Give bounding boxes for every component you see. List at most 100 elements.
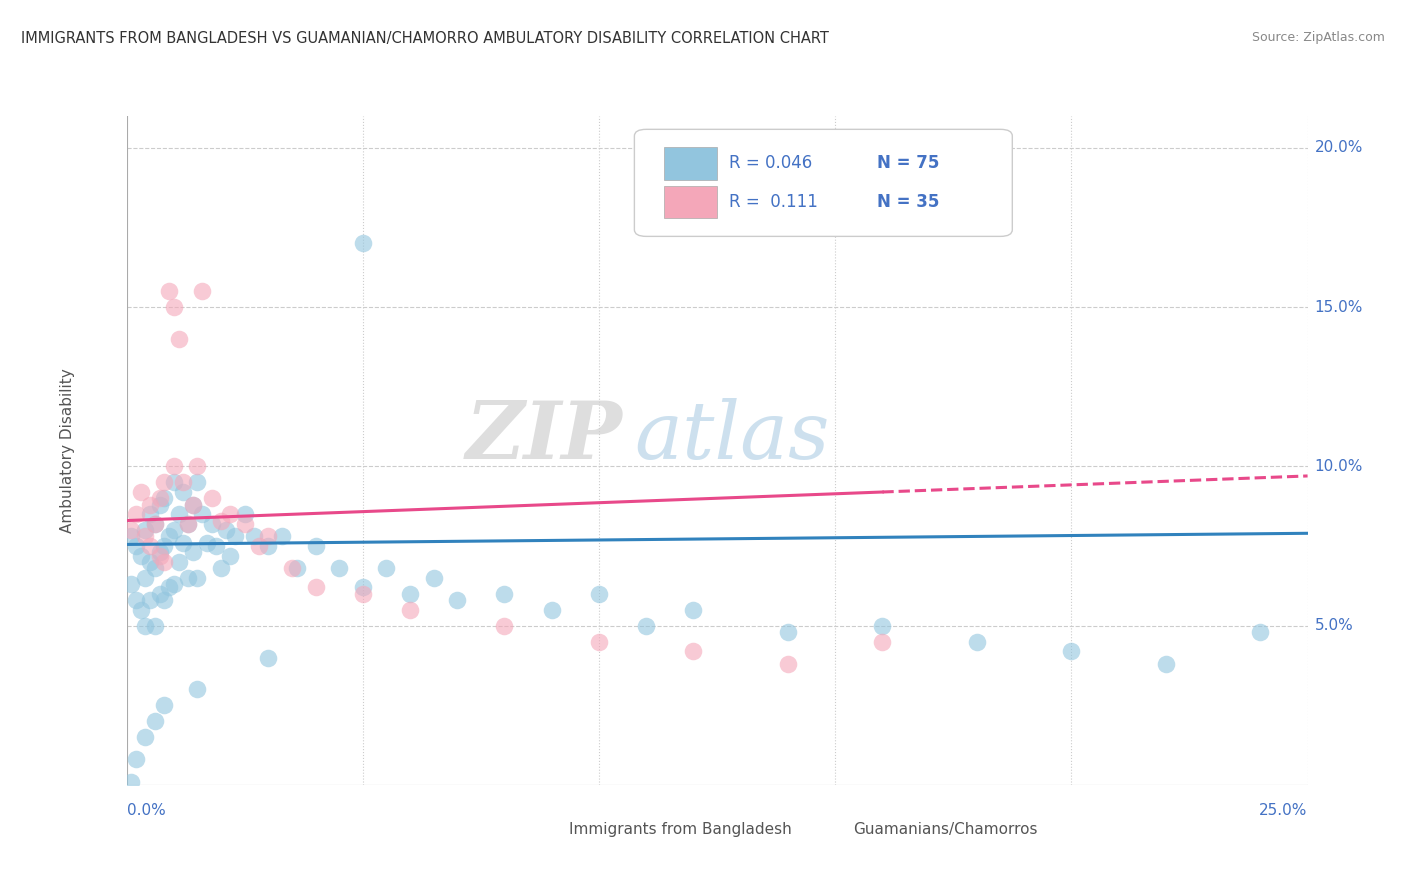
Point: [120, 774, 142, 789]
Point: [304, 539, 326, 553]
Point: [125, 507, 148, 521]
Point: [209, 561, 232, 575]
Text: IMMIGRANTS FROM BANGLADESH VS GUAMANIAN/CHAMORRO AMBULATORY DISABILITY CORRELATI: IMMIGRANTS FROM BANGLADESH VS GUAMANIAN/…: [21, 31, 830, 46]
Text: 20.0%: 20.0%: [1315, 140, 1362, 155]
Point: [588, 634, 610, 648]
Point: [157, 529, 180, 543]
Point: [422, 571, 444, 585]
Text: atlas: atlas: [634, 399, 830, 475]
Point: [163, 475, 186, 490]
Point: [186, 571, 208, 585]
Point: [446, 593, 468, 607]
Point: [399, 603, 422, 617]
Text: 5.0%: 5.0%: [1315, 618, 1354, 633]
Point: [149, 587, 172, 601]
Point: [139, 555, 162, 569]
Bar: [800, 816, 841, 842]
Bar: [516, 816, 558, 842]
Text: 10.0%: 10.0%: [1315, 458, 1362, 474]
Point: [375, 561, 398, 575]
Point: [149, 498, 172, 512]
Point: [186, 459, 208, 474]
Point: [125, 593, 148, 607]
Text: Source: ZipAtlas.com: Source: ZipAtlas.com: [1251, 31, 1385, 45]
Point: [1060, 644, 1083, 658]
Bar: [664, 186, 717, 218]
Point: [134, 571, 156, 585]
Point: [304, 581, 326, 595]
Point: [195, 536, 218, 550]
Point: [352, 236, 374, 251]
Point: [177, 571, 200, 585]
Point: [163, 577, 186, 591]
Point: [186, 682, 208, 697]
Point: [191, 507, 214, 521]
Point: [153, 698, 176, 713]
Point: [224, 529, 246, 543]
Point: [682, 644, 704, 658]
Point: [494, 618, 516, 632]
Point: [149, 491, 172, 506]
Point: [172, 475, 194, 490]
Point: [120, 577, 142, 591]
Point: [143, 516, 166, 531]
Point: [139, 539, 162, 553]
Point: [271, 529, 294, 543]
Text: 15.0%: 15.0%: [1315, 300, 1362, 315]
Point: [872, 618, 894, 632]
Point: [588, 587, 610, 601]
Point: [966, 634, 988, 648]
Point: [125, 539, 148, 553]
Text: N = 75: N = 75: [876, 154, 939, 172]
Point: [257, 529, 280, 543]
Point: [399, 587, 422, 601]
Point: [134, 618, 156, 632]
Point: [200, 516, 222, 531]
Point: [153, 539, 176, 553]
Point: [149, 549, 172, 563]
Point: [352, 581, 374, 595]
Point: [181, 498, 204, 512]
Point: [191, 284, 214, 298]
Text: ZIP: ZIP: [465, 399, 623, 475]
Point: [120, 523, 142, 537]
Point: [186, 475, 208, 490]
Text: Ambulatory Disability: Ambulatory Disability: [60, 368, 75, 533]
Point: [233, 516, 256, 531]
Point: [257, 650, 280, 665]
Point: [181, 498, 204, 512]
Point: [139, 507, 162, 521]
Point: [682, 603, 704, 617]
Point: [285, 561, 308, 575]
Point: [257, 539, 280, 553]
Point: [157, 284, 180, 298]
Point: [352, 587, 374, 601]
Point: [139, 498, 162, 512]
Point: [163, 300, 186, 314]
Text: R =  0.111: R = 0.111: [728, 193, 818, 211]
Point: [872, 634, 894, 648]
Point: [143, 714, 166, 729]
Point: [163, 523, 186, 537]
Point: [143, 516, 166, 531]
Point: [494, 587, 516, 601]
Point: [129, 484, 152, 499]
Point: [281, 561, 304, 575]
Point: [776, 625, 799, 640]
Point: [125, 752, 148, 766]
Point: [129, 549, 152, 563]
Point: [177, 516, 200, 531]
Text: N = 35: N = 35: [876, 193, 939, 211]
Text: Immigrants from Bangladesh: Immigrants from Bangladesh: [569, 822, 792, 837]
Point: [163, 459, 186, 474]
Point: [181, 545, 204, 559]
Point: [149, 545, 172, 559]
Point: [1249, 625, 1271, 640]
Point: [143, 561, 166, 575]
Point: [219, 549, 242, 563]
Point: [153, 475, 176, 490]
Point: [233, 507, 256, 521]
Point: [215, 523, 238, 537]
Point: [157, 581, 180, 595]
Point: [143, 618, 166, 632]
